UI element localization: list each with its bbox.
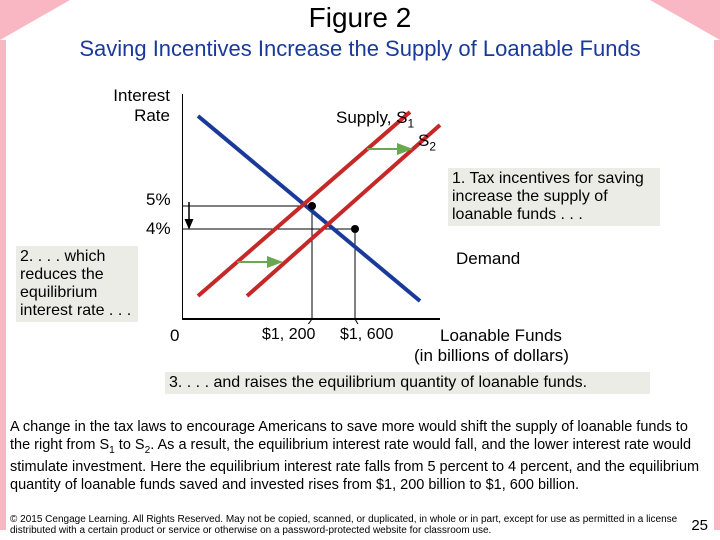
supply1-label: Supply, S1 xyxy=(336,108,414,130)
origin-label: 0 xyxy=(170,326,179,346)
xtick-1: $1, 200 xyxy=(262,326,315,344)
page-number: 25 xyxy=(691,517,708,534)
decor-triangle-left xyxy=(0,0,70,40)
supply2-label: S2 xyxy=(418,131,436,153)
figure-subtitle: Saving Incentives Increase the Supply of… xyxy=(0,34,720,62)
y-axis-label-1: Interest xyxy=(80,86,170,106)
graph-region: Interest Rate 5% 4% xyxy=(0,84,720,394)
annotation-2: 2. . . . which reduces the equilibrium i… xyxy=(16,246,138,322)
annotation-3: 3. . . . and raises the equilibrium quan… xyxy=(165,372,650,394)
annotation-1: 1. Tax incentives for saving increase th… xyxy=(448,168,660,226)
ytick-5: 5% xyxy=(146,190,171,210)
decor-triangle-right xyxy=(650,0,720,40)
ytick-4: 4% xyxy=(146,219,171,239)
xtick-2: $1, 600 xyxy=(340,326,393,344)
y-axis-label-2: Rate xyxy=(80,106,170,126)
x-axis-label-2: (in billions of dollars) xyxy=(414,346,569,366)
x-axis-label-1: Loanable Funds xyxy=(440,326,562,346)
demand-label: Demand xyxy=(456,249,520,269)
caption: A change in the tax laws to encourage Am… xyxy=(10,418,710,494)
figure-number: Figure 2 xyxy=(0,0,720,34)
copyright: © 2015 Cengage Learning. All Rights Rese… xyxy=(10,514,680,536)
